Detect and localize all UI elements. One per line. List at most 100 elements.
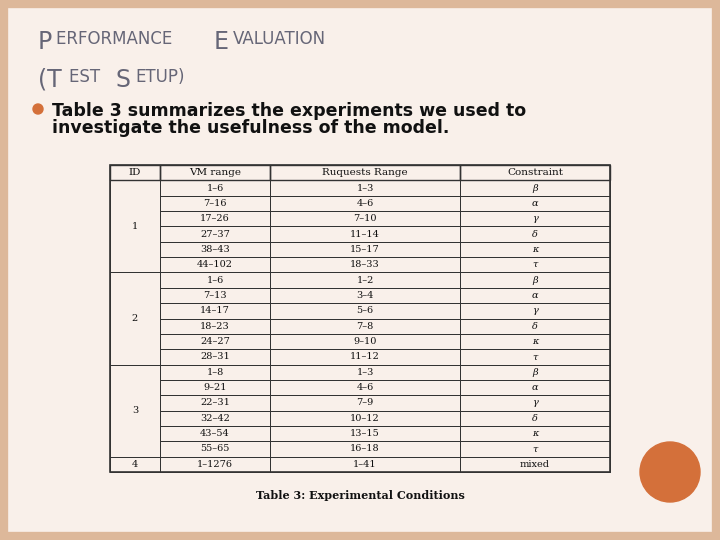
Text: 38–43: 38–43 (200, 245, 230, 254)
Bar (460, 380, 610, 395)
Bar (160, 334, 270, 349)
Text: 32–42: 32–42 (200, 414, 230, 423)
Text: γ: γ (532, 214, 538, 223)
Bar (270, 180, 460, 195)
Bar (270, 334, 460, 349)
Bar (270, 426, 460, 441)
Bar (270, 319, 460, 334)
Text: 44–102: 44–102 (197, 260, 233, 269)
Text: 27–37: 27–37 (200, 230, 230, 239)
Text: 1–6: 1–6 (207, 184, 224, 193)
Bar (460, 273, 610, 288)
Bar (270, 410, 460, 426)
Text: γ: γ (532, 399, 538, 407)
Text: 7–13: 7–13 (203, 291, 227, 300)
Bar (160, 319, 270, 334)
Text: α: α (531, 291, 539, 300)
Text: δ: δ (532, 414, 538, 423)
Text: VALUATION: VALUATION (233, 30, 325, 48)
Text: 24–27: 24–27 (200, 337, 230, 346)
Bar (460, 364, 610, 380)
Bar (460, 180, 610, 195)
Bar (160, 165, 270, 180)
Bar (160, 410, 270, 426)
Bar (270, 211, 460, 226)
Text: E: E (213, 30, 228, 54)
Bar (160, 395, 270, 410)
Text: ID: ID (129, 168, 141, 177)
Text: 17–26: 17–26 (200, 214, 230, 223)
Text: κ: κ (532, 337, 538, 346)
Bar (460, 288, 610, 303)
Text: Constraint: Constraint (507, 168, 563, 177)
Text: VM range: VM range (189, 168, 241, 177)
Bar (270, 395, 460, 410)
Bar (460, 334, 610, 349)
Text: 55–65: 55–65 (200, 444, 230, 454)
Bar (460, 457, 610, 472)
Bar (160, 426, 270, 441)
Bar (160, 195, 270, 211)
Text: δ: δ (532, 230, 538, 239)
Text: β: β (532, 275, 538, 285)
Text: 1–2: 1–2 (356, 275, 374, 285)
Bar (270, 349, 460, 364)
Text: 3: 3 (132, 406, 138, 415)
Bar (270, 288, 460, 303)
Text: 11–12: 11–12 (350, 353, 380, 361)
Text: P: P (38, 30, 53, 54)
Text: 1: 1 (132, 222, 138, 231)
Bar (460, 319, 610, 334)
Text: κ: κ (532, 245, 538, 254)
Bar (160, 457, 270, 472)
Text: τ: τ (532, 260, 538, 269)
Text: 5–6: 5–6 (356, 306, 374, 315)
Text: 18–23: 18–23 (200, 322, 230, 330)
Bar (460, 226, 610, 242)
Text: τ: τ (532, 353, 538, 361)
Text: S: S (116, 68, 130, 92)
Text: 7–10: 7–10 (354, 214, 377, 223)
Bar (160, 211, 270, 226)
Bar (460, 257, 610, 273)
Circle shape (640, 442, 700, 502)
Text: Table 3 summarizes the experiments we used to: Table 3 summarizes the experiments we us… (52, 102, 526, 120)
Bar (160, 226, 270, 242)
Text: 9–10: 9–10 (354, 337, 377, 346)
Bar (110, 165, 610, 472)
Bar (110, 165, 160, 180)
Text: β: β (532, 184, 538, 193)
Bar (460, 441, 610, 457)
Text: α: α (531, 199, 539, 208)
Text: Ruquests Range: Ruquests Range (322, 168, 408, 177)
Text: 4–6: 4–6 (356, 199, 374, 208)
Text: investigate the usefulness of the model.: investigate the usefulness of the model. (52, 119, 449, 137)
Bar (110, 180, 160, 273)
Bar (160, 349, 270, 364)
Text: ETUP): ETUP) (135, 68, 184, 86)
Bar (270, 165, 460, 180)
Text: ERFORMANCE: ERFORMANCE (56, 30, 178, 48)
Text: 13–15: 13–15 (350, 429, 380, 438)
Text: mixed: mixed (520, 460, 550, 469)
Text: 4: 4 (132, 460, 138, 469)
Text: 14–17: 14–17 (200, 306, 230, 315)
Text: 7–16: 7–16 (203, 199, 227, 208)
Text: 4–6: 4–6 (356, 383, 374, 392)
Text: α: α (531, 383, 539, 392)
Bar (460, 395, 610, 410)
Bar (160, 303, 270, 319)
Bar (270, 303, 460, 319)
Bar (270, 364, 460, 380)
Bar (460, 165, 610, 180)
Text: 15–17: 15–17 (350, 245, 380, 254)
Text: (T: (T (38, 68, 62, 92)
Bar (460, 349, 610, 364)
Text: 10–12: 10–12 (350, 414, 380, 423)
Bar (270, 273, 460, 288)
Text: 1–6: 1–6 (207, 275, 224, 285)
Circle shape (33, 104, 43, 114)
Bar (160, 364, 270, 380)
Text: 43–54: 43–54 (200, 429, 230, 438)
Text: 16–18: 16–18 (350, 444, 380, 454)
